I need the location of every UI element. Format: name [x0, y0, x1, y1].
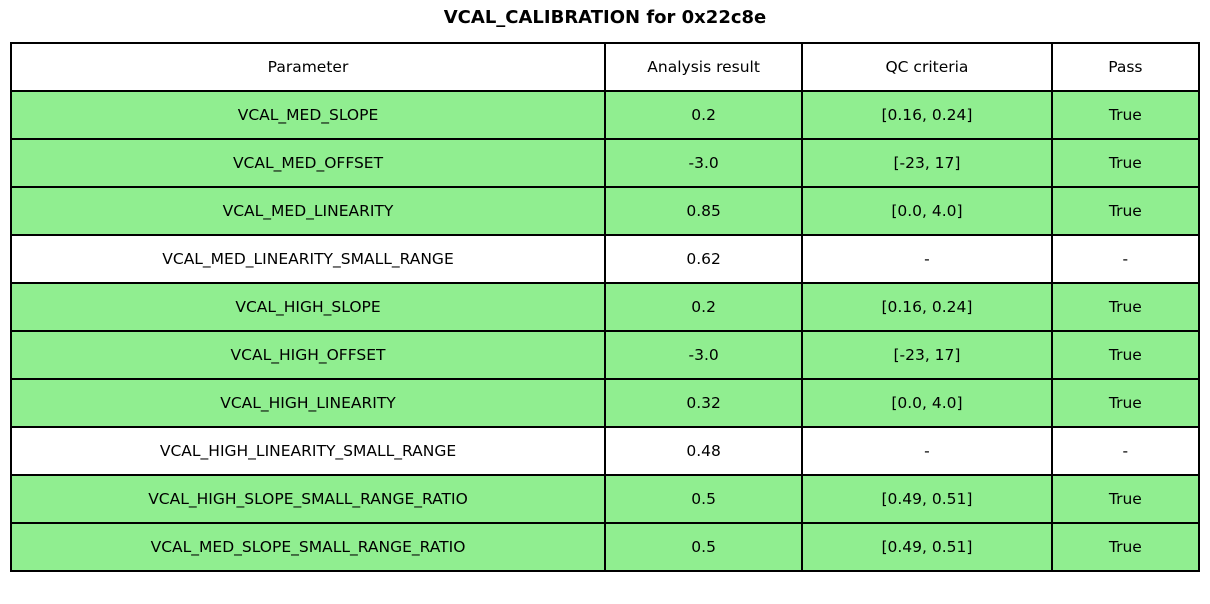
cell-pass: True [1050, 330, 1201, 380]
cell-qc-criteria: [0.16, 0.24] [801, 90, 1053, 140]
cell-analysis-result: 0.85 [604, 186, 804, 236]
cell-parameter: VCAL_MED_LINEARITY [9, 186, 607, 236]
table-header-row: Parameter Analysis result QC criteria Pass [9, 42, 1201, 92]
column-header-qc-criteria: QC criteria [801, 42, 1053, 92]
cell-qc-criteria: [-23, 17] [801, 330, 1053, 380]
cell-analysis-result: 0.48 [604, 426, 804, 476]
cell-pass: True [1050, 474, 1201, 524]
cell-parameter: VCAL_MED_LINEARITY_SMALL_RANGE [9, 234, 607, 284]
cell-parameter: VCAL_MED_OFFSET [9, 138, 607, 188]
table-row: VCAL_HIGH_LINEARITY_SMALL_RANGE 0.48- - [9, 426, 1201, 476]
cell-qc-criteria: [-23, 17] [801, 138, 1053, 188]
cell-analysis-result: 0.32 [604, 378, 804, 428]
cell-qc-criteria: - [801, 234, 1053, 284]
column-header-analysis-result: Analysis result [604, 42, 804, 92]
cell-pass: True [1050, 186, 1201, 236]
table-row: VCAL_MED_SLOPE 0.2 [0.16, 0.24] True [9, 90, 1201, 140]
cell-parameter: VCAL_HIGH_SLOPE [9, 282, 607, 332]
page-title: VCAL_CALIBRATION for 0x22c8e [443, 7, 767, 28]
table-row: VCAL_HIGH_OFFSET -3.0 [-23, 17] True [9, 330, 1201, 380]
cell-pass: True [1050, 282, 1201, 332]
cell-qc-criteria: [0.0, 4.0] [801, 378, 1053, 428]
cell-pass: - [1050, 234, 1201, 284]
table-row: VCAL_MED_SLOPE_SMALL_RANGE_RATIO 0.5 [0.49… [9, 522, 1201, 572]
cell-parameter: VCAL_HIGH_LINEARITY [9, 378, 607, 428]
cell-analysis-result: 0.2 [604, 90, 804, 140]
cell-pass: True [1050, 138, 1201, 188]
cell-qc-criteria: [0.0, 4.0] [801, 186, 1053, 236]
column-header-parameter: Parameter [9, 42, 607, 92]
cell-analysis-result: 0.5 [604, 522, 804, 572]
table-row: VCAL_HIGH_SLOPE_SMALL_RANGE_RATIO 0.5 [0.4… [9, 474, 1201, 524]
qc-results-table: Parameter Analysis result QC criteria Pass … [9, 42, 1201, 572]
cell-qc-criteria: - [801, 426, 1053, 476]
table-row: VCAL_HIGH_SLOPE 0.2 [0.16, 0.24] True [9, 282, 1201, 332]
cell-qc-criteria: [0.49, 0.51] [801, 474, 1053, 524]
cell-pass: - [1050, 426, 1201, 476]
cell-parameter: VCAL_MED_SLOPE [9, 90, 607, 140]
cell-analysis-result: -3.0 [604, 330, 804, 380]
cell-parameter: VCAL_HIGH_SLOPE_SMALL_RANGE_RATIO [9, 474, 607, 524]
cell-qc-criteria: [0.49, 0.51] [801, 522, 1053, 572]
cell-analysis-result: 0.62 [604, 234, 804, 284]
table-row: VCAL_HIGH_LINEARITY 0.32 [0.0, 4.0] True [9, 378, 1201, 428]
cell-parameter: VCAL_MED_SLOPE_SMALL_RANGE_RATIO [9, 522, 607, 572]
cell-parameter: VCAL_HIGH_OFFSET [9, 330, 607, 380]
table-row: VCAL_MED_LINEARITY 0.85 [0.0, 4.0] True [9, 186, 1201, 236]
column-header-pass: Pass [1050, 42, 1201, 92]
cell-pass: True [1050, 90, 1201, 140]
cell-analysis-result: -3.0 [604, 138, 804, 188]
cell-pass: True [1050, 378, 1201, 428]
table-row: VCAL_MED_LINEARITY_SMALL_RANGE 0.62- - [9, 234, 1201, 284]
cell-parameter: VCAL_HIGH_LINEARITY_SMALL_RANGE [9, 426, 607, 476]
table-row: VCAL_MED_OFFSET -3.0 [-23, 17] True [9, 138, 1201, 188]
cell-analysis-result: 0.5 [604, 474, 804, 524]
cell-qc-criteria: [0.16, 0.24] [801, 282, 1053, 332]
cell-pass: True [1050, 522, 1201, 572]
cell-analysis-result: 0.2 [604, 282, 804, 332]
